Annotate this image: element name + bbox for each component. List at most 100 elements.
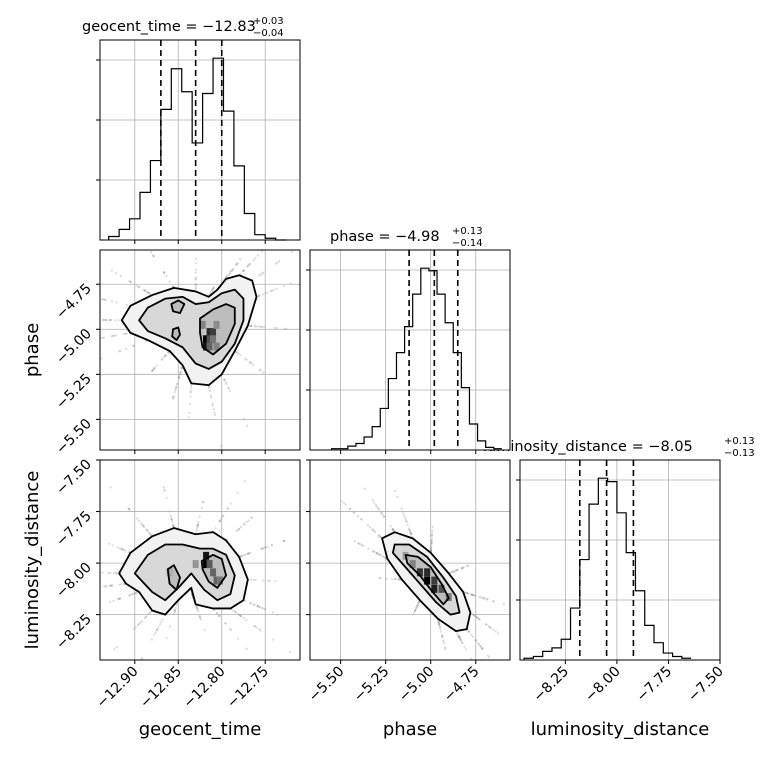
scatter-phase-vs-luminosity-distance-point <box>478 618 481 621</box>
scatter-phase-vs-luminosity-distance-point <box>480 647 484 650</box>
scatter-geocent-time-vs-phase-point <box>129 281 133 284</box>
scatter-geocent-time-vs-luminosity-distance-point <box>149 610 152 613</box>
scatter-phase-vs-luminosity-distance-point <box>394 578 397 581</box>
scatter-geocent-time-vs-phase-point <box>153 367 156 370</box>
scatter-geocent-time-vs-luminosity-distance-point <box>143 616 146 620</box>
scatter-geocent-time-vs-phase-point <box>285 327 288 330</box>
scatter-geocent-time-vs-luminosity-distance-point <box>154 631 157 634</box>
scatter-phase-vs-luminosity-distance-point <box>438 623 441 626</box>
scatter-geocent-time-vs-phase-point <box>194 276 197 279</box>
scatter-geocent-time-vs-phase-point <box>213 411 216 414</box>
hist-luminosity-distance-xtick-label: −7.75 <box>634 664 676 706</box>
scatter-phase-vs-luminosity-distance-density-cell <box>424 568 431 577</box>
scatter-geocent-time-vs-phase-point <box>223 379 226 382</box>
scatter-geocent-time-vs-luminosity-distance-xtick-label: −12.90 <box>94 664 142 712</box>
scatter-geocent-time-vs-phase-point <box>188 402 192 406</box>
scatter-geocent-time-vs-luminosity-distance-point <box>245 647 248 650</box>
scatter-geocent-time-vs-luminosity-distance-point <box>109 571 112 575</box>
scatter-phase-vs-luminosity-distance-point <box>363 487 366 490</box>
title-geocent-time-plus: +0.03 <box>253 16 284 27</box>
scatter-geocent-time-vs-luminosity-distance-point <box>148 611 151 615</box>
scatter-phase-vs-luminosity-distance-point <box>367 547 370 550</box>
scatter-geocent-time-vs-luminosity-distance-point <box>116 546 119 549</box>
scatter-geocent-time-vs-luminosity-distance-point <box>258 628 261 631</box>
scatter-geocent-time-vs-luminosity-distance-point <box>128 594 131 597</box>
scatter-geocent-time-vs-luminosity-distance-point <box>161 618 164 621</box>
scatter-phase-vs-luminosity-distance-point <box>413 609 417 612</box>
scatter-geocent-time-vs-luminosity-distance-ytick-label: −7.75 <box>53 508 95 550</box>
scatter-geocent-time-vs-phase-point <box>112 334 115 338</box>
scatter-phase-vs-luminosity-distance-point <box>490 627 493 630</box>
scatter-geocent-time-vs-phase-point <box>258 294 261 297</box>
scatter-geocent-time-vs-phase-point <box>232 267 235 270</box>
scatter-phase-vs-luminosity-distance-point <box>458 636 461 639</box>
scatter-geocent-time-vs-phase-point <box>160 358 163 361</box>
scatter-geocent-time-vs-luminosity-distance-point <box>218 615 221 618</box>
scatter-geocent-time-vs-phase-point <box>179 372 182 375</box>
scatter-geocent-time-vs-phase-density-cell <box>203 342 210 351</box>
scatter-geocent-time-vs-phase-point <box>258 368 261 371</box>
scatter-geocent-time-vs-phase-point <box>190 384 193 388</box>
scatter-phase-vs-luminosity-distance-xtick-label: −5.50 <box>306 664 348 706</box>
scatter-geocent-time-vs-luminosity-distance-point <box>266 545 269 548</box>
scatter-phase-vs-luminosity-distance-point <box>409 530 412 534</box>
scatter-geocent-time-vs-phase-point <box>276 261 279 264</box>
scatter-geocent-time-vs-luminosity-distance-point <box>228 627 232 630</box>
scatter-phase-vs-luminosity-distance-point <box>494 630 497 633</box>
scatter-phase-vs-luminosity-distance-point <box>381 513 384 516</box>
scatter-geocent-time-vs-phase-contour <box>120 274 258 387</box>
scatter-geocent-time-vs-luminosity-distance-point <box>258 605 261 609</box>
scatter-phase-vs-luminosity-distance-point <box>378 553 381 556</box>
scatter-geocent-time-vs-phase-point <box>282 284 285 288</box>
scatter-phase-vs-luminosity-distance-point <box>397 578 400 581</box>
scatter-geocent-time-vs-luminosity-distance-point <box>110 584 113 587</box>
scatter-geocent-time-vs-phase-point <box>122 332 126 336</box>
scatter-geocent-time-vs-luminosity-distance-contour <box>133 543 236 602</box>
scatter-geocent-time-vs-luminosity-distance-point <box>168 625 172 628</box>
scatter-geocent-time-vs-luminosity-distance-border <box>99 459 301 661</box>
scatter-geocent-time-vs-phase-point <box>246 265 249 268</box>
scatter-geocent-time-vs-luminosity-distance-point <box>146 529 149 532</box>
scatter-geocent-time-vs-luminosity-distance-point <box>235 529 238 532</box>
scatter-geocent-time-vs-luminosity-distance-point <box>264 608 267 611</box>
scatter-geocent-time-vs-luminosity-distance-point <box>253 603 256 607</box>
scatter-phase-vs-luminosity-distance-point <box>464 648 467 651</box>
scatter-phase-vs-luminosity-distance-point <box>353 540 356 543</box>
scatter-phase-vs-luminosity-distance-point <box>373 550 376 553</box>
scatter-geocent-time-vs-luminosity-distance-point <box>117 597 121 600</box>
scatter-phase-vs-luminosity-distance-point <box>492 628 495 631</box>
scatter-phase-vs-luminosity-distance-point <box>439 627 442 630</box>
scatter-phase-vs-luminosity-distance-point <box>486 598 489 601</box>
scatter-phase-vs-luminosity-distance-point <box>379 536 382 539</box>
scatter-phase-vs-luminosity-distance-point <box>482 597 485 600</box>
scatter-geocent-time-vs-phase-point <box>261 272 264 275</box>
scatter-geocent-time-vs-luminosity-distance-point <box>172 523 175 527</box>
scatter-phase-vs-luminosity-distance-point <box>352 511 355 514</box>
hist-phase-bars <box>331 267 502 450</box>
scatter-geocent-time-vs-luminosity-distance-point <box>253 625 256 628</box>
scatter-geocent-time-vs-luminosity-distance-point <box>155 629 158 632</box>
scatter-phase-vs-luminosity-distance-point <box>458 636 461 639</box>
scatter-phase-vs-luminosity-distance-point <box>450 571 454 574</box>
scatter-geocent-time-vs-phase-point <box>110 335 113 338</box>
scatter-geocent-time-vs-phase-point <box>166 351 170 354</box>
scatter-phase-vs-luminosity-distance-point <box>404 517 407 521</box>
scatter-geocent-time-vs-luminosity-distance-point <box>261 606 264 610</box>
scatter-phase-vs-luminosity-distance-point <box>373 501 376 504</box>
scatter-phase-vs-luminosity-distance-point <box>437 620 440 623</box>
scatter-phase-vs-luminosity-distance-point <box>472 614 476 617</box>
scatter-phase-vs-luminosity-distance-point <box>461 641 464 644</box>
title-geocent-time-minus: −0.04 <box>253 28 284 39</box>
scatter-phase-vs-luminosity-distance-point <box>461 641 464 645</box>
scatter-geocent-time-vs-phase-contour <box>170 299 186 314</box>
scatter-geocent-time-vs-luminosity-distance-point <box>142 524 145 528</box>
scatter-phase-vs-luminosity-distance-point <box>412 612 415 615</box>
scatter-geocent-time-vs-phase-point <box>164 353 168 357</box>
scatter-phase-vs-luminosity-distance-point <box>457 635 461 638</box>
scatter-phase-vs-luminosity-distance-point <box>430 537 433 541</box>
scatter-phase-vs-luminosity-distance-point <box>391 528 395 531</box>
scatter-phase-vs-luminosity-distance-point <box>470 593 473 596</box>
scatter-phase-vs-luminosity-distance-border <box>309 459 511 661</box>
title-phase: phase = −4.98 +0.13 −0.14 <box>330 226 483 249</box>
scatter-geocent-time-vs-luminosity-distance-xtick-label: −12.80 <box>181 664 229 712</box>
